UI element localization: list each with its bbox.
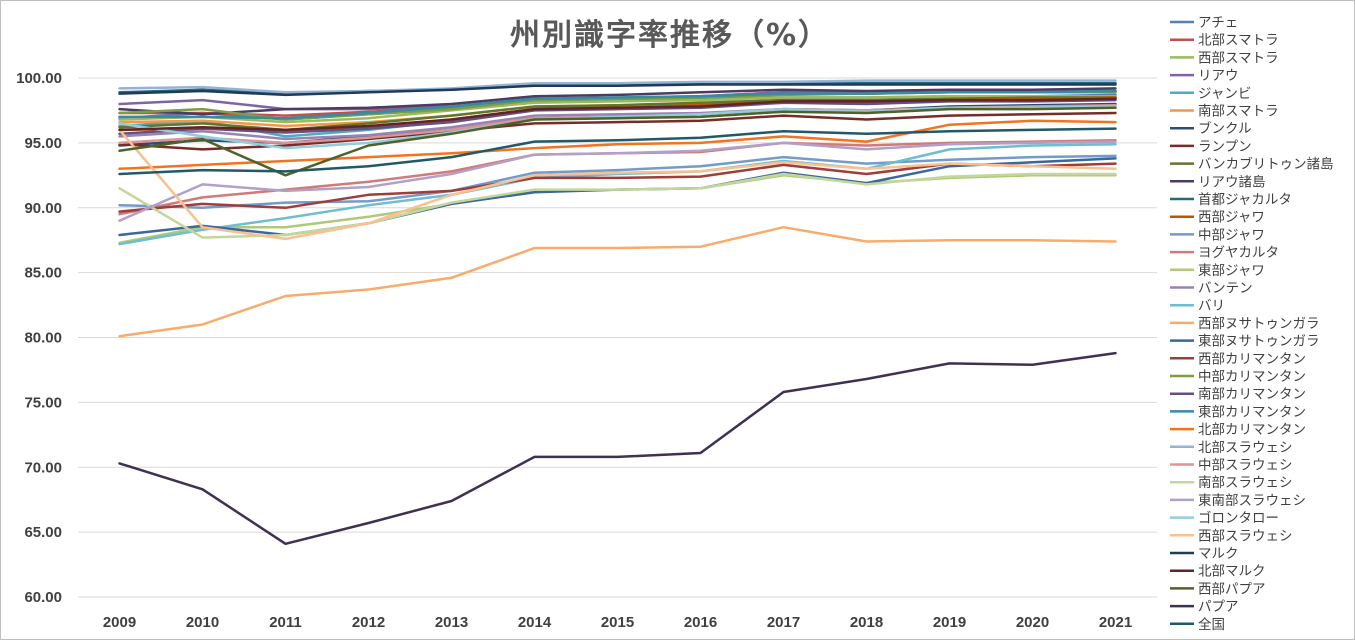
- y-tick-label: 80.00: [24, 330, 62, 347]
- legend-label: 北部スマトラ: [1198, 33, 1279, 49]
- legend-label: リアウ: [1198, 68, 1239, 84]
- legend-label: 中部スラウェシ: [1198, 458, 1293, 474]
- series-line-24: [118, 79, 1117, 94]
- legend-label: 南部カリマンタン: [1198, 387, 1306, 403]
- legend-label: 南部スマトラ: [1198, 104, 1279, 120]
- series-line-2: [118, 94, 1117, 124]
- legend-label: 東南部スラウェシ: [1198, 493, 1306, 509]
- series-line-9: [118, 87, 1117, 116]
- x-tick-label: 2012: [352, 614, 385, 631]
- legend-label: 西部カリマンタン: [1198, 351, 1306, 367]
- x-tick-label: 2010: [186, 614, 219, 631]
- x-tick-label: 2011: [269, 614, 302, 631]
- series-line-34: [118, 127, 1117, 176]
- legend-label: 東部ジャワ: [1198, 263, 1265, 279]
- y-tick-label: 70.00: [24, 459, 62, 476]
- series-line-28: [118, 105, 1117, 150]
- legend-label: バンカブリトゥン諸島: [1198, 156, 1334, 173]
- series-line-31: [118, 97, 1117, 132]
- legend-label: 北部スラウェシ: [1198, 440, 1293, 456]
- series-line-27: [118, 140, 1117, 222]
- legend-label: パプア: [1198, 599, 1239, 615]
- series-line-16: [118, 142, 1117, 246]
- y-axis-ticks: 60.00 65.00 70.00 75.00 80.00 85.00 90.00 95.00…: [16, 70, 62, 606]
- y-tick-label: 65.00: [24, 524, 62, 541]
- y-tick-label: 60.00: [24, 589, 62, 606]
- legend-label: バリ: [1198, 298, 1225, 314]
- x-tick-label: 2020: [1016, 614, 1049, 631]
- legend: アチェ北部スマトラ西部スマトラリアウジャンビ南部スマトラブンクルランプンバンカブ…: [1170, 15, 1334, 633]
- x-tick-label: 2017: [767, 614, 800, 631]
- legend-label: 西部パプア: [1198, 581, 1266, 597]
- y-tick-label: 85.00: [24, 265, 62, 282]
- legend-label: 全国: [1198, 616, 1225, 633]
- legend-label: 西部ジャワ: [1198, 210, 1265, 226]
- legend-label: リアウ諸島: [1198, 174, 1266, 190]
- y-tick-label: 90.00: [24, 200, 62, 217]
- legend-label: 西部ヌサトゥンガラ: [1198, 316, 1320, 332]
- series-line-30: [118, 83, 1117, 97]
- legend-label: ゴロンタロー: [1198, 510, 1279, 527]
- y-tick-label: 100.00: [16, 70, 62, 87]
- legend-label: ヨグヤカルタ: [1198, 245, 1279, 261]
- legend-label: バンテン: [1198, 281, 1253, 297]
- x-tick-label: 2019: [933, 614, 966, 631]
- series-line-21: [118, 98, 1117, 136]
- series-line-17: [118, 225, 1117, 338]
- x-tick-label: 2021: [1099, 614, 1132, 631]
- x-tick-label: 2009: [103, 614, 136, 631]
- legend-label: 北部カリマンタン: [1198, 422, 1306, 438]
- series-line-32: [118, 106, 1117, 177]
- legend-label: 西部スラウェシ: [1198, 528, 1293, 544]
- legend-label: 首都ジャカルタ: [1198, 192, 1292, 208]
- legend-label: 南部スラウェシ: [1198, 475, 1293, 491]
- legend-label: 中部ジャワ: [1198, 227, 1265, 243]
- series-line-29: [118, 128, 1117, 241]
- series-line-26: [118, 172, 1117, 239]
- legend-label: 東部ヌサトゥンガラ: [1198, 334, 1320, 350]
- series-line-10: [118, 81, 1117, 95]
- x-axis-ticks: 2009 2010 2011 2012 2013 2014 2015 2016 2017 2018…: [103, 614, 1132, 631]
- x-tick-label: 2014: [518, 614, 552, 631]
- x-tick-label: 2016: [684, 614, 717, 631]
- grid-lines: [78, 77, 1157, 598]
- series-line-7: [118, 111, 1117, 151]
- chart-title: 州別識字率推移（%）: [510, 18, 830, 53]
- series-line-33: [118, 351, 1117, 546]
- legend-label: マルク: [1198, 546, 1239, 562]
- legend-label: 西部スマトラ: [1198, 50, 1279, 66]
- y-tick-label: 75.00: [24, 394, 62, 411]
- series-lines: [118, 79, 1117, 546]
- x-tick-label: 2013: [435, 614, 468, 631]
- legend-label: 北部マルク: [1198, 564, 1266, 580]
- legend-label: 中部カリマンタン: [1198, 369, 1306, 385]
- x-tick-label: 2015: [601, 614, 634, 631]
- legend-label: ジャンビ: [1198, 86, 1251, 102]
- y-tick-label: 95.00: [24, 135, 62, 152]
- x-tick-label: 2018: [850, 614, 883, 631]
- series-line-22: [118, 89, 1117, 120]
- series-line-12: [118, 154, 1117, 210]
- legend-label: ランプン: [1198, 139, 1252, 155]
- series-line-23: [118, 119, 1117, 171]
- legend-label: ブンクル: [1198, 120, 1252, 137]
- legend-label: 東部カリマンタン: [1198, 404, 1306, 420]
- legend-label: アチェ: [1198, 15, 1238, 31]
